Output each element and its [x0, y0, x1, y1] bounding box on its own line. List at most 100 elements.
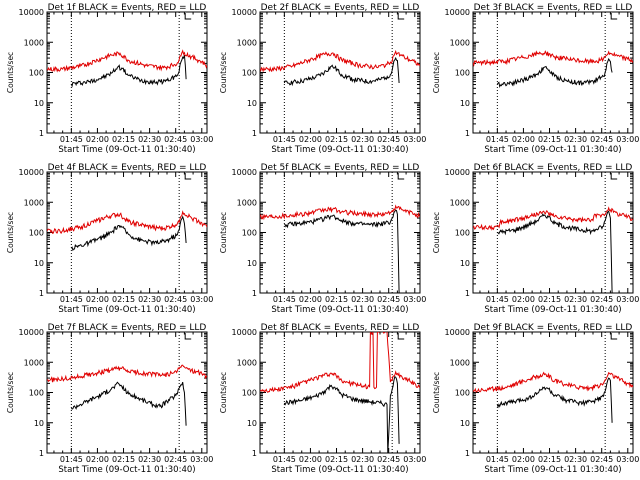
- chart-5-ytick-label: 10000: [232, 168, 257, 177]
- chart-8-series-events: [283, 375, 400, 453]
- chart-9-xtick-label: 02:15: [538, 455, 561, 464]
- chart-9-xtick-label: 02:45: [590, 455, 613, 464]
- chart-3-xtick-label: 02:15: [538, 135, 561, 144]
- chart-1-series-lld: [47, 49, 207, 73]
- chart-3-ytick-label: 10: [460, 99, 470, 108]
- chart-5-ylabel: Counts/sec: [219, 212, 228, 253]
- chart-8-xlabel: Start Time (09-Oct-11 01:30:40): [271, 465, 408, 475]
- chart-8-xtick-label: 02:00: [299, 455, 322, 464]
- chart-4-flag-mark: [184, 173, 192, 180]
- chart-6-ylabel: Counts/sec: [432, 212, 441, 253]
- chart-3-ytick-label: 100: [455, 69, 470, 78]
- chart-6-ytick-label: 1: [465, 289, 470, 298]
- chart-5-ytick-label: 1: [252, 289, 257, 298]
- chart-5-xlabel: Start Time (09-Oct-11 01:30:40): [271, 305, 408, 315]
- chart-8-ytick-label: 1: [252, 449, 257, 458]
- chart-3-xtick-label: 01:45: [486, 135, 509, 144]
- chart-9-ytick-label: 10000: [445, 328, 470, 337]
- chart-1-xtick-label: 02:45: [164, 135, 187, 144]
- chart-1-series-events: [70, 54, 187, 88]
- chart-3-xtick-label: 02:30: [564, 135, 587, 144]
- chart-2-series-lld: [260, 49, 420, 73]
- chart-5-ytick-label: 100: [242, 229, 257, 238]
- chart-8-xtick-label: 03:00: [403, 455, 426, 464]
- chart-6-series-events: [497, 210, 613, 293]
- chart-3: Det 3f BLACK = Events, RED = LLD 1 10 100 10…: [432, 3, 639, 155]
- chart-2: Det 2f BLACK = Events, RED = LLD 1 10 100 10…: [219, 3, 426, 155]
- chart-2-ytick-label: 10000: [232, 8, 257, 17]
- chart-1-xtick-label: 02:15: [112, 135, 135, 144]
- chart-2-flag-mark: [397, 13, 405, 20]
- chart-1-ytick-label: 1000: [24, 38, 44, 47]
- chart-1-xlabel: Start Time (09-Oct-11 01:30:40): [58, 145, 195, 155]
- chart-3-xlabel: Start Time (09-Oct-11 01:30:40): [484, 145, 621, 155]
- chart-6-flag-mark: [610, 173, 618, 180]
- chart-2-title: Det 2f BLACK = Events, RED = LLD: [261, 3, 420, 13]
- chart-5-title: Det 5f BLACK = Events, RED = LLD: [261, 163, 420, 173]
- chart-2-ytick-label: 1: [252, 129, 257, 138]
- chart-1-flag-mark: [184, 13, 192, 20]
- chart-7-ytick-label: 1000: [24, 358, 44, 367]
- chart-7-xtick-label: 01:45: [60, 455, 83, 464]
- chart-9-ytick-label: 10: [460, 419, 470, 428]
- chart-7-ytick-label: 10: [34, 419, 44, 428]
- chart-1-title: Det 1f BLACK = Events, RED = LLD: [48, 3, 207, 13]
- chart-7-xtick-label: 03:00: [190, 455, 213, 464]
- chart-1-xtick-label: 02:00: [86, 135, 109, 144]
- chart-6-ytick-label: 10000: [445, 168, 470, 177]
- chart-4-xtick-label: 01:45: [60, 295, 83, 304]
- chart-1-ylabel: Counts/sec: [6, 52, 15, 93]
- chart-3-ylabel: Counts/sec: [432, 52, 441, 93]
- chart-2-series-events: [283, 56, 400, 87]
- chart-7-xtick-label: 02:15: [112, 455, 135, 464]
- chart-8-title: Det 8f BLACK = Events, RED = LLD: [261, 323, 420, 333]
- chart-2-xtick-label: 03:00: [403, 135, 426, 144]
- chart-6-xtick-label: 02:45: [590, 295, 613, 304]
- chart-8-ytick-label: 100: [242, 389, 257, 398]
- chart-5-xtick-label: 02:45: [377, 295, 400, 304]
- chart-2-xtick-label: 01:45: [273, 135, 296, 144]
- chart-6-title: Det 6f BLACK = Events, RED = LLD: [474, 163, 633, 173]
- chart-2-ytick-label: 10: [247, 99, 257, 108]
- chart-5-xtick-label: 02:00: [299, 295, 322, 304]
- chart-8-xtick-label: 01:45: [273, 455, 296, 464]
- chart-4-xtick-label: 02:30: [138, 295, 161, 304]
- chart-5-series-lld: [260, 204, 420, 221]
- chart-3-series-events: [496, 57, 613, 88]
- chart-2-ytick-label: 100: [242, 69, 257, 78]
- chart-3-flag-mark: [610, 13, 618, 20]
- chart-8-xtick-label: 02:15: [325, 455, 348, 464]
- chart-1-xtick-label: 01:45: [60, 135, 83, 144]
- chart-9-ytick-label: 100: [455, 389, 470, 398]
- chart-2-xtick-label: 02:15: [325, 135, 348, 144]
- chart-7-xtick-label: 02:45: [164, 455, 187, 464]
- chart-2-ytick-label: 1000: [237, 38, 257, 47]
- chart-3-xtick-label: 02:45: [590, 135, 613, 144]
- chart-4-ytick-label: 10000: [19, 168, 44, 177]
- chart-3-title: Det 3f BLACK = Events, RED = LLD: [474, 3, 633, 13]
- chart-3-ytick-label: 1: [465, 129, 470, 138]
- chart-7-ytick-label: 100: [29, 389, 44, 398]
- chart-7-xlabel: Start Time (09-Oct-11 01:30:40): [58, 465, 195, 475]
- chart-2-xtick-label: 02:45: [377, 135, 400, 144]
- chart-9-ylabel: Counts/sec: [432, 372, 441, 413]
- chart-2-ylabel: Counts/sec: [219, 52, 228, 93]
- chart-2-xtick-label: 02:30: [351, 135, 374, 144]
- chart-4-series-events: [70, 215, 187, 252]
- chart-6-ytick-label: 10: [460, 259, 470, 268]
- chart-8-ytick-label: 10: [247, 419, 257, 428]
- chart-6-series-lld: [473, 206, 633, 231]
- chart-5-xtick-label: 01:45: [273, 295, 296, 304]
- chart-4-ylabel: Counts/sec: [6, 212, 15, 253]
- chart-7-xtick-label: 02:30: [138, 455, 161, 464]
- chart-3-series-lld: [473, 50, 633, 67]
- chart-4-xtick-label: 02:00: [86, 295, 109, 304]
- chart-5-xtick-label: 03:00: [403, 295, 426, 304]
- chart-7-flag-mark: [184, 333, 192, 340]
- chart-9-series-lld: [473, 371, 633, 393]
- chart-4-xtick-label: 03:00: [190, 295, 213, 304]
- chart-6-xtick-label: 01:45: [486, 295, 509, 304]
- chart-3-xtick-label: 02:00: [512, 135, 535, 144]
- chart-4-xlabel: Start Time (09-Oct-11 01:30:40): [58, 305, 195, 315]
- chart-5: Det 5f BLACK = Events, RED = LLD 1 10 100 10…: [219, 163, 426, 315]
